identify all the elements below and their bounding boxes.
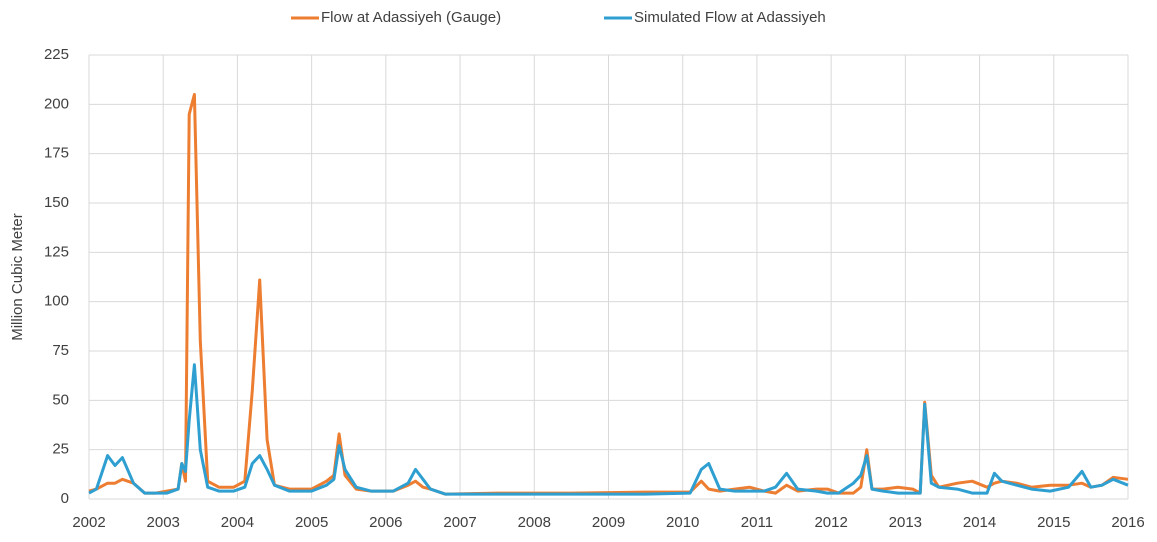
x-tick-label: 2009 [592,514,625,531]
y-tick-label: 50 [52,391,69,408]
x-tick-label: 2013 [889,514,922,531]
y-tick-label: 75 [52,342,69,359]
y-tick-label: 150 [44,194,69,211]
x-tick-label: 2010 [666,514,699,531]
y-tick-label: 225 [44,46,69,63]
x-tick-label: 2007 [443,514,476,531]
y-axis-title: Million Cubic Meter [9,213,26,341]
y-tick-label: 175 [44,145,69,162]
x-tick-label: 2003 [147,514,180,531]
x-tick-label: 2002 [72,514,105,531]
x-tick-label: 2006 [369,514,402,531]
y-tick-label: 25 [52,441,69,458]
y-tick-label: 100 [44,293,69,310]
x-tick-label: 2015 [1037,514,1070,531]
series-line [88,363,1129,496]
x-tick-label: 2008 [518,514,551,531]
legend-label: Simulated Flow at Adassiyeh [634,9,826,26]
x-tick-label: 2014 [963,514,996,531]
legend-label: Flow at Adassiyeh (Gauge) [321,9,501,26]
x-tick-label: 2012 [814,514,847,531]
y-tick-label: 200 [44,95,69,112]
y-tick-label: 125 [44,243,69,260]
x-tick-label: 2004 [221,514,254,531]
x-tick-label: 2016 [1111,514,1144,531]
x-tick-label: 2011 [741,514,773,531]
y-tick-label: 0 [61,490,69,507]
x-tick-label: 2005 [295,514,328,531]
